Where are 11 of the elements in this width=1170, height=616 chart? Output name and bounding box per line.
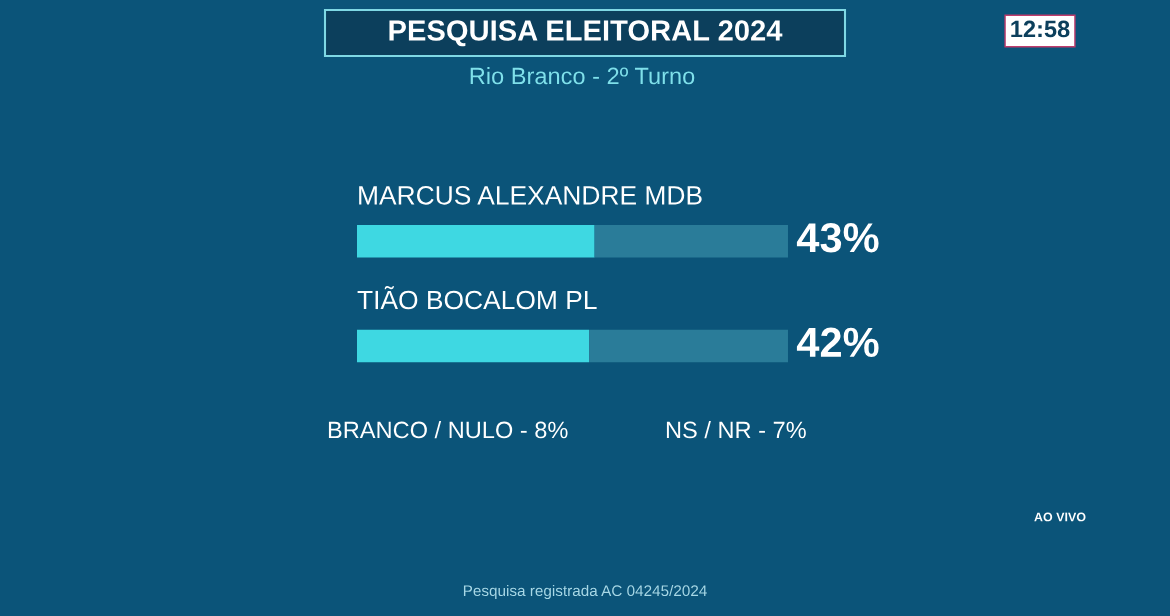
text: BRANCO / NULO - 8% — [328, 420, 568, 439]
data-label: 42% — [796, 327, 879, 358]
text: NS / NR - 7% — [666, 420, 806, 439]
text: AO VIVO — [1034, 512, 1086, 522]
chart-title: PESQUISA ELEITORAL 2024 — [389, 20, 783, 47]
text: Pesquisa registrada AC 04245/2024 — [463, 584, 707, 600]
data-label: 43% — [796, 222, 879, 253]
text: 12:58 — [1011, 20, 1070, 38]
chart-subtitle: Rio Branco - 2º Turno — [470, 67, 695, 85]
y-tick-label: MARCUS ALEXANDRE MDB — [359, 185, 702, 205]
y-tick-label: TIÃO BOCALOM PL — [357, 285, 597, 310]
